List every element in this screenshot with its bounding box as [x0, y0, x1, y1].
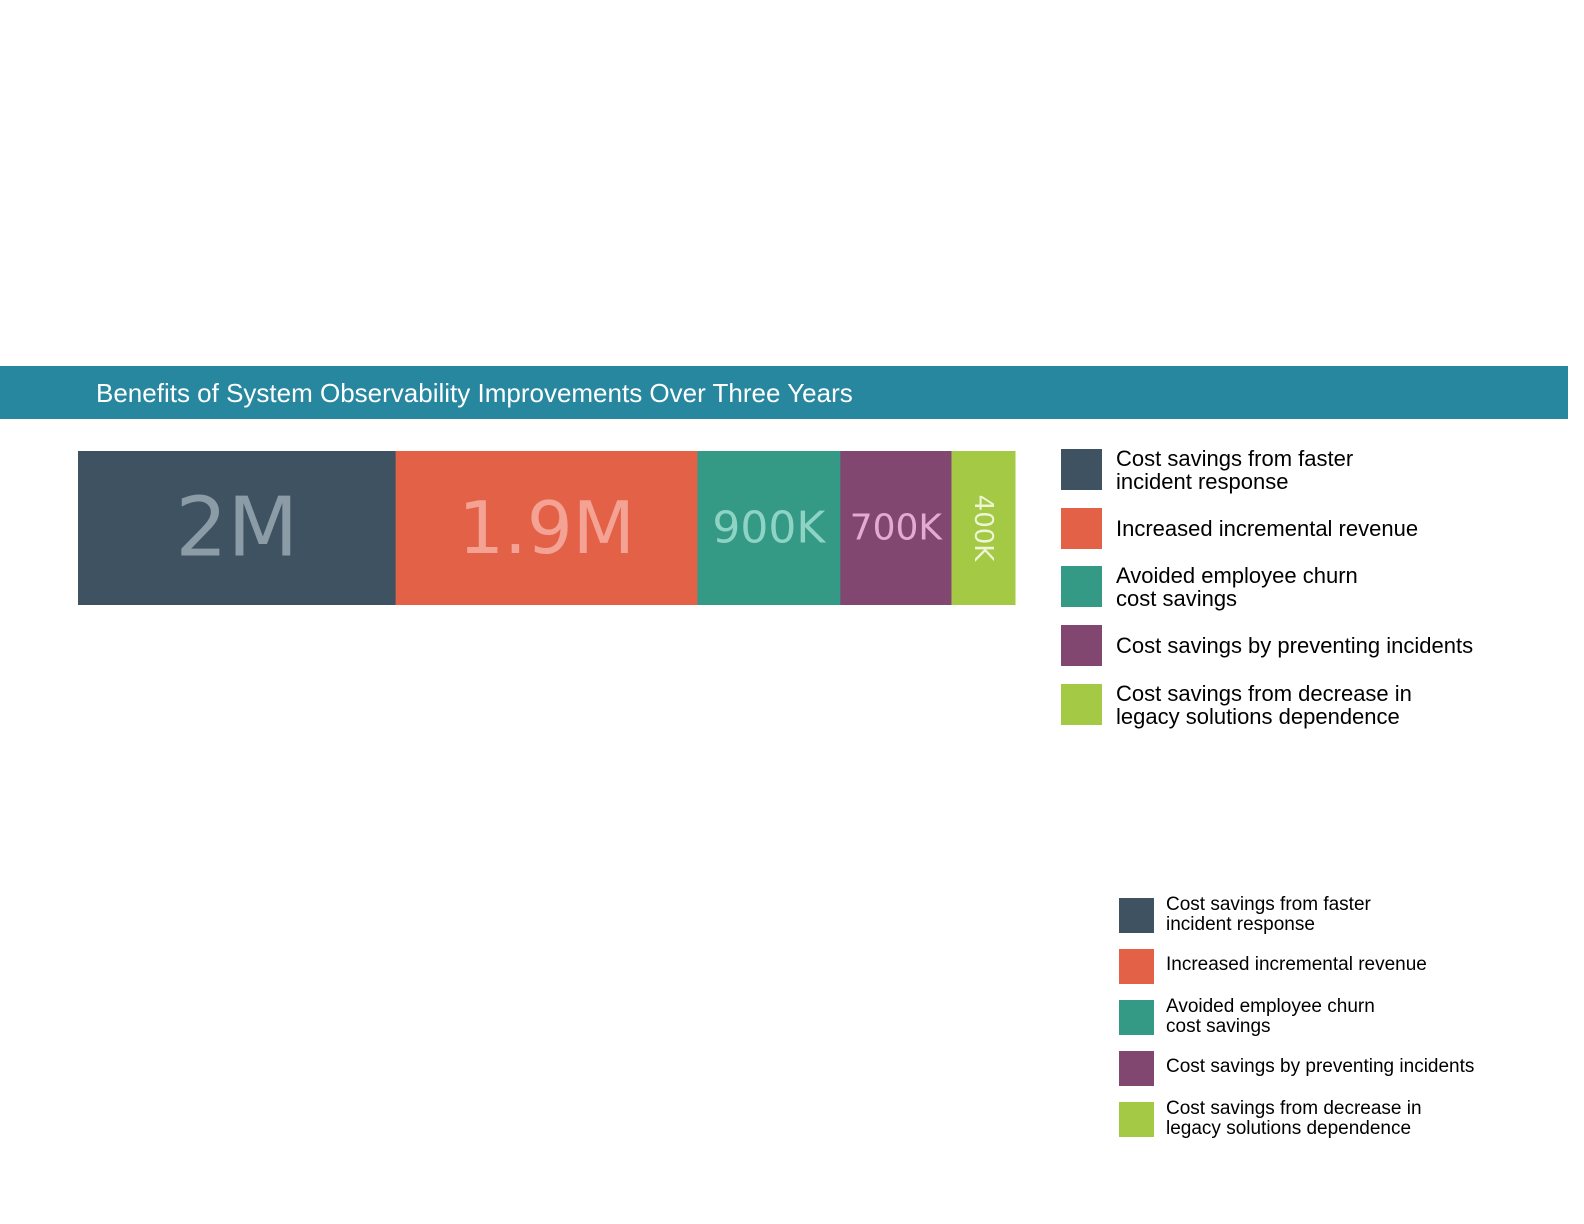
legend-label: Avoided employee churn cost savings [1116, 563, 1358, 611]
legend-item: Cost savings from faster incident respon… [1061, 446, 1581, 494]
legend-item: Avoided employee churn cost savings [1119, 996, 1579, 1038]
legend-label: Cost savings from decrease in legacy sol… [1166, 1098, 1422, 1139]
legend-label: Increased incremental revenue [1116, 516, 1419, 541]
legend-label: Increased incremental revenue [1166, 954, 1427, 975]
legend-swatch [1119, 949, 1154, 984]
legend-item: Cost savings by preventing incidents [1061, 625, 1581, 669]
legend-item: Cost savings from faster incident respon… [1119, 894, 1579, 936]
legend-label: Cost savings by preventing incidents [1116, 633, 1474, 658]
legend-item: Increased incremental revenue [1061, 508, 1581, 552]
legend-swatch [1061, 684, 1102, 725]
chart-title-band: Benefits of System Observability Improve… [0, 366, 1568, 419]
legend-swatch [1061, 566, 1102, 607]
bar-data-label: 900K [712, 503, 826, 554]
bar-data-label: 700K [850, 508, 944, 549]
legend-label: Cost savings from decrease in legacy sol… [1116, 681, 1412, 729]
bar-data-label: 2M [175, 481, 298, 576]
bar-segment [78, 451, 397, 605]
bar-data-label: 1.9M [458, 486, 635, 570]
legend-label: Cost savings from faster incident respon… [1116, 446, 1354, 494]
legend-swatch [1119, 1000, 1154, 1035]
legend-label: Avoided employee churn cost savings [1166, 996, 1375, 1037]
bar-segment [951, 451, 1016, 605]
bar-data-label: 400K [968, 495, 998, 563]
legend-label: Cost savings from faster incident respon… [1166, 894, 1371, 935]
legend-item: Cost savings from decrease in legacy sol… [1061, 681, 1581, 729]
legend-swatch [1119, 1102, 1154, 1137]
legend-item: Cost savings by preventing incidents [1119, 1051, 1579, 1089]
bar-segment [697, 451, 841, 605]
legend-swatch [1061, 449, 1102, 490]
legend-swatch [1119, 898, 1154, 933]
legend-swatch [1119, 1051, 1154, 1086]
legend-swatch [1061, 625, 1102, 666]
bar-segment [395, 451, 698, 605]
chart-title: Benefits of System Observability Improve… [96, 378, 853, 408]
legend-item: Cost savings from decrease in legacy sol… [1119, 1098, 1579, 1140]
legend-item: Increased incremental revenue [1119, 949, 1579, 987]
legend-item: Avoided employee churn cost savings [1061, 563, 1581, 611]
bar-segment [840, 451, 952, 605]
legend-label: Cost savings by preventing incidents [1166, 1056, 1475, 1077]
legend-swatch [1061, 508, 1102, 549]
